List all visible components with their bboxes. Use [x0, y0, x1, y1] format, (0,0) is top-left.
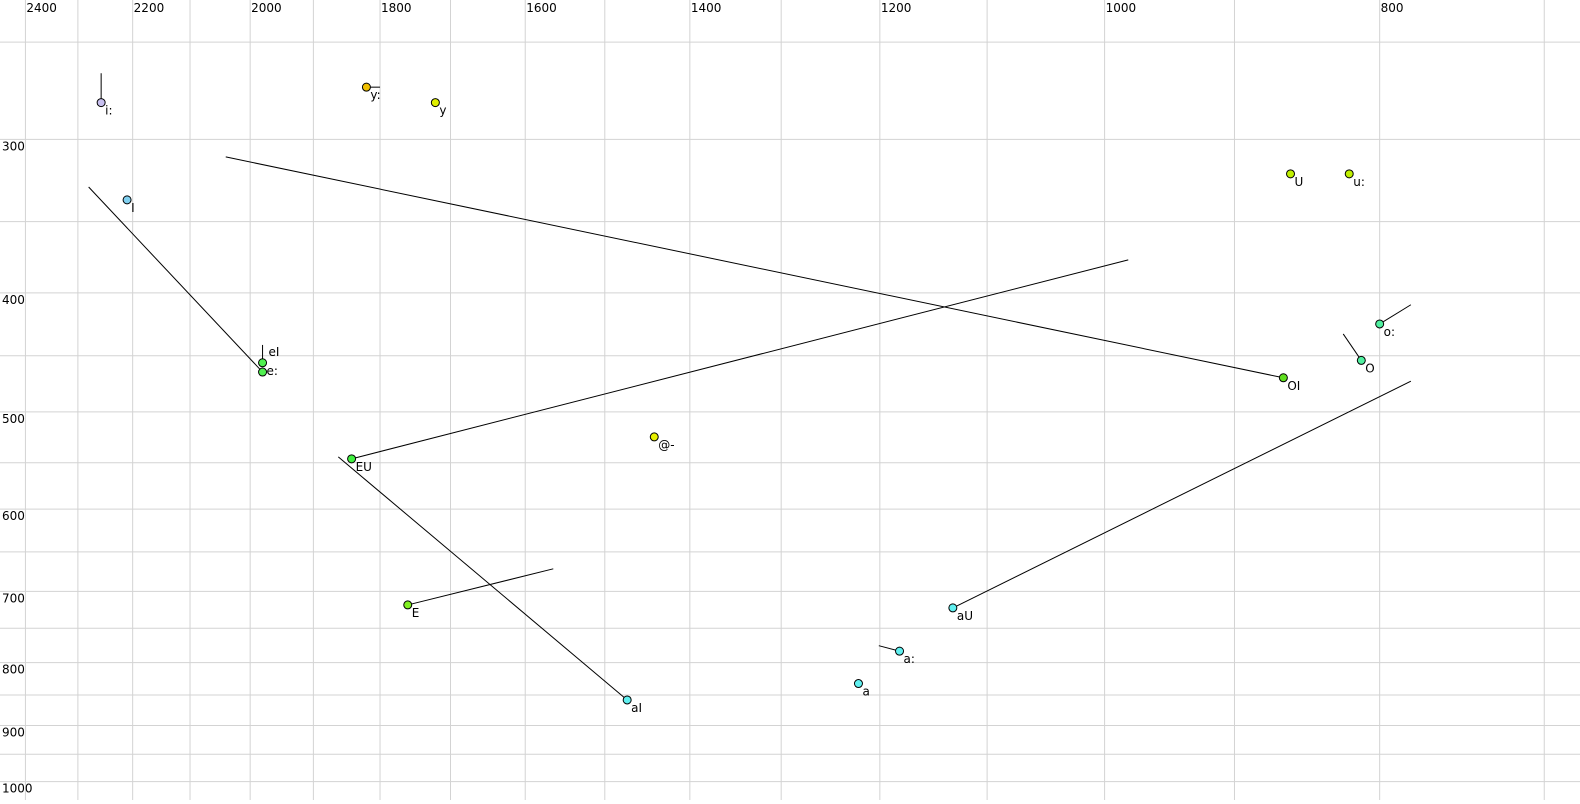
- vowel-point: [1344, 169, 1354, 179]
- vowel-label: aU: [957, 609, 973, 623]
- vowel-label: i:: [105, 104, 112, 118]
- vowel-label: u:: [1353, 175, 1365, 189]
- trajectory-line: [88, 186, 263, 373]
- x-tick-label: 1400: [691, 1, 722, 15]
- vowel-point: [258, 367, 268, 377]
- vowel-point: [895, 646, 905, 656]
- vowel-label: aI: [631, 701, 642, 715]
- trajectory-line: [952, 380, 1412, 609]
- vowel-label: y: [439, 104, 446, 118]
- trajectory-line: [351, 259, 1129, 460]
- trajectory-line: [407, 568, 554, 606]
- vowel-label: OI: [1287, 379, 1300, 393]
- vowel-label: y:: [370, 88, 380, 102]
- vowel-point: [430, 98, 440, 108]
- vowel-label: O: [1365, 361, 1374, 375]
- x-axis-ticks: 2400 2200 2000 1800 1600 1400 1200 1000 800: [26, 1, 1403, 15]
- y-tick-label: 1000: [2, 782, 33, 796]
- trajectories: [88, 73, 1412, 701]
- vowel-point: [649, 432, 659, 442]
- vowel-label: EU: [356, 460, 372, 474]
- vowel-point: [1356, 355, 1366, 365]
- vowel-point: [403, 600, 413, 610]
- x-tick-label: 1200: [881, 1, 912, 15]
- vowel-point: [948, 603, 958, 613]
- vowel-label: e:: [267, 364, 278, 378]
- trajectory-line: [337, 456, 628, 701]
- y-tick-label: 800: [2, 663, 25, 677]
- y-tick-label: 500: [2, 412, 25, 426]
- vowel-point: [361, 82, 371, 92]
- y-tick-label: 300: [2, 139, 25, 153]
- x-tick-label: 1800: [381, 1, 412, 15]
- x-tick-label: 2200: [134, 1, 165, 15]
- vowel-label: E: [412, 606, 420, 620]
- vowel-label: o:: [1384, 325, 1395, 339]
- vowel-point: [96, 98, 106, 108]
- vowel-point: [122, 195, 132, 205]
- vowel-point: [258, 358, 268, 368]
- vowel-label: a:: [904, 652, 915, 666]
- vowel-point: [622, 695, 632, 705]
- x-tick-label: 1600: [526, 1, 557, 15]
- vowel-point: [1375, 319, 1385, 329]
- vowel-point: [853, 679, 863, 689]
- vowel-point: [1286, 169, 1296, 179]
- vowel-label: I: [131, 201, 135, 215]
- x-tick-label: 2000: [251, 1, 282, 15]
- vowel-label: a: [862, 685, 869, 699]
- y-tick-label: 900: [2, 725, 25, 739]
- vowel-point: [347, 454, 357, 464]
- trajectory-line: [225, 156, 1284, 379]
- data-points: i: y: y Ie: eI U u: o: O OI @- EU E aU a: a aI: [96, 82, 1395, 715]
- vowel-point: [1278, 373, 1288, 383]
- vowel-label: @-: [658, 438, 674, 452]
- y-tick-label: 700: [2, 591, 25, 605]
- trajectory-line: [1342, 333, 1362, 361]
- x-tick-label: 2400: [26, 1, 57, 15]
- vowel-label: eI: [269, 345, 280, 359]
- y-tick-label: 600: [2, 509, 25, 523]
- x-tick-label: 1000: [1106, 1, 1137, 15]
- trajectory-line: [1379, 304, 1412, 325]
- y-tick-label: 400: [2, 293, 25, 307]
- x-tick-label: 800: [1381, 1, 1404, 15]
- y-axis-ticks: 300 400 500 600 700 800 900 1000: [2, 139, 33, 795]
- vowel-label: U: [1295, 175, 1304, 189]
